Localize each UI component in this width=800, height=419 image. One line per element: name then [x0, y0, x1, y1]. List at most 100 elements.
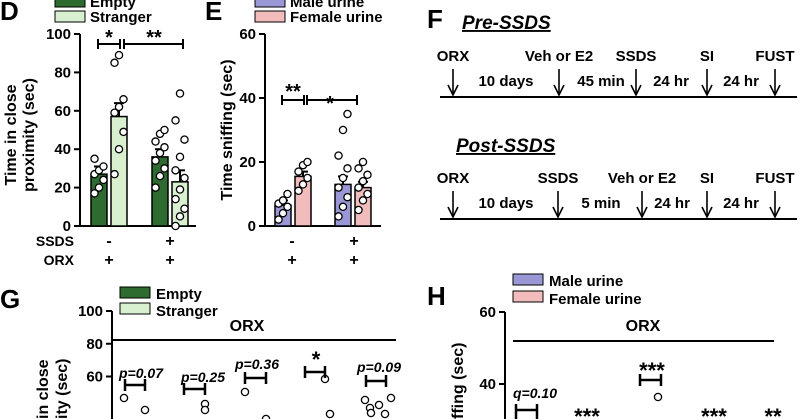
- legend-swatch-female-urine-h: [512, 290, 544, 303]
- timeline-event-label: FUST: [755, 48, 794, 65]
- timeline-event-label: SI: [700, 170, 714, 187]
- y-axis-label-g-line1: in close: [35, 359, 52, 419]
- chart-d-plot: 0 20 40 60 80 100: [46, 26, 196, 235]
- timeline-event-label: ORX: [437, 170, 470, 187]
- data-point: [334, 151, 343, 160]
- data-point: [99, 175, 108, 185]
- chart-e-plot: 0 20 40 60: [239, 26, 381, 235]
- annotation-brackets-h: [514, 374, 663, 419]
- data-point: [334, 183, 343, 192]
- data-point: [278, 196, 288, 205]
- data-point: [171, 221, 180, 231]
- panel-e: E Male urine Female urine Time sniffing …: [205, 0, 383, 269]
- data-point: [354, 183, 363, 192]
- panel-letter-d: D: [0, 0, 19, 26]
- annotation-brackets-g: [123, 366, 388, 395]
- data-point: [114, 50, 124, 60]
- data-point: [175, 212, 185, 221]
- annotation-h-5: **: [764, 404, 782, 419]
- panel-g: G Empty Stranger in close ity (sec) 60 80…: [0, 284, 401, 419]
- y-tick-label: 60: [54, 103, 71, 120]
- data-point: [278, 208, 288, 218]
- panel-f: F Pre-SSDS ORX Veh or E2 SSDS SI FUST 10 days…: [427, 4, 797, 220]
- data-point: [175, 89, 185, 98]
- timeline-arrow-head: [701, 84, 713, 97]
- y-tick-label: 80: [86, 336, 103, 353]
- row-label-ssds-d: SSDS: [36, 233, 74, 249]
- timeline-event-label: SSDS: [616, 48, 657, 65]
- data-point: [261, 414, 271, 419]
- y-tick-label: 60: [479, 304, 496, 321]
- legend-swatch-male-urine: [254, 0, 286, 8]
- y-axis-label-e-text: Time sniffing (sec): [219, 59, 236, 200]
- data-point: [140, 405, 150, 415]
- panel-h: H Male urine Female urine ffing (sec) 40…: [427, 273, 782, 419]
- timeline-event-label: SSDS: [538, 170, 579, 187]
- legend-label-stranger: Stranger: [90, 9, 152, 26]
- data-point: [200, 405, 210, 415]
- timeline-event-label: Veh or E2: [608, 170, 676, 187]
- data-point: [294, 186, 303, 196]
- data-point: [354, 205, 363, 215]
- timeline-title-pre: Pre-SSDS: [462, 13, 551, 34]
- timeline-interval-label: 10 days: [478, 195, 533, 212]
- data-point: [343, 164, 352, 173]
- data-point: [360, 395, 370, 405]
- data-point: [110, 169, 119, 179]
- timeline-arrow-head: [552, 206, 564, 219]
- annotation-g-5: p=0.09: [356, 359, 401, 375]
- annotation-h-4: ***: [701, 404, 727, 419]
- data-point: [119, 95, 128, 104]
- panel-d: D Empty Stranger Time in close proximity…: [0, 0, 196, 269]
- data-point: [110, 58, 119, 68]
- y-axis-label-e: Time sniffing (sec): [219, 59, 236, 200]
- legend-swatch-stranger-g: [119, 302, 151, 315]
- data-point: [283, 202, 292, 212]
- data-point: [653, 392, 663, 402]
- data-point: [160, 125, 169, 135]
- data-point: [366, 408, 376, 418]
- ssds-d-g1: -: [106, 233, 111, 250]
- significance-e: [281, 95, 358, 105]
- panel-letter-e: E: [205, 0, 222, 26]
- data-point: [180, 204, 189, 213]
- legend-swatch-stranger: [54, 10, 86, 23]
- data-point: [171, 166, 180, 175]
- timeline-event-label: ORX: [437, 48, 470, 65]
- data-point: [114, 144, 124, 154]
- data-point: [171, 116, 180, 125]
- data-point: [90, 189, 99, 198]
- legend-swatch-male-urine-h: [512, 273, 544, 286]
- panel-letter-f: F: [427, 4, 443, 34]
- y-tick-label: 20: [239, 154, 256, 171]
- data-point: [90, 154, 99, 164]
- timeline-arrow-head: [630, 84, 642, 97]
- timeline-post: ORX SSDS Veh or E2 SI FUST 10 days 5 min 24 hr 2…: [437, 170, 795, 219]
- data-point: [338, 202, 348, 212]
- data-point: [119, 393, 129, 403]
- chart-h-plot: 40 60: [479, 304, 663, 419]
- timeline-interval-label: 5 min: [581, 195, 620, 212]
- data-point: [151, 156, 160, 165]
- timeline-arrow-head: [447, 84, 459, 97]
- orx-e-g2: +: [349, 252, 358, 269]
- data-point: [110, 108, 119, 117]
- data-point: [175, 152, 185, 162]
- y-axis-label-h-text: ffing (sec): [450, 343, 467, 419]
- y-axis-label-h: ffing (sec): [450, 343, 467, 419]
- legend-swatch-female-urine: [254, 10, 286, 23]
- timeline-arrow-head: [701, 206, 713, 219]
- sig-label-e-2: *: [326, 93, 334, 115]
- data-point: [354, 164, 363, 173]
- y-axis-label-g: in close ity (sec): [35, 359, 71, 419]
- data-point: [343, 192, 352, 202]
- data-point: [386, 393, 396, 403]
- data-point: [283, 189, 292, 199]
- y-axis-label-g-line2: ity (sec): [54, 359, 71, 419]
- y-axis-label-d: Time in close proximity (sec): [3, 78, 38, 192]
- sig-label-d-1: *: [105, 27, 113, 49]
- legend-label-stranger-g: Stranger: [156, 303, 218, 320]
- annotation-g-4: *: [312, 347, 321, 372]
- data-point: [298, 180, 308, 189]
